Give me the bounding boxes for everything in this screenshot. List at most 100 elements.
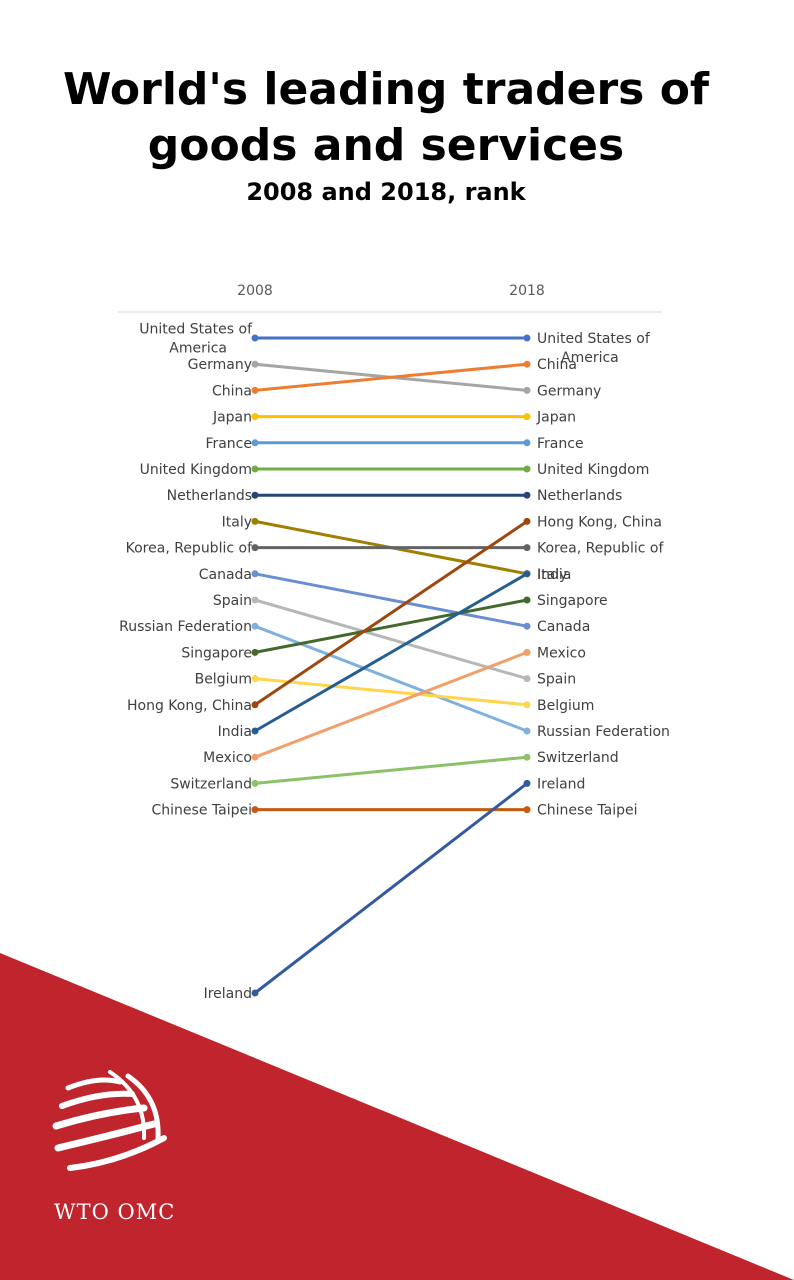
point-2018 xyxy=(523,517,531,525)
point-2008 xyxy=(251,648,259,656)
point-2018 xyxy=(523,413,531,421)
label-2018: Chinese Taipei xyxy=(537,803,637,819)
series-ireland xyxy=(251,779,531,997)
label-2018: United States of America xyxy=(537,331,651,366)
label-2018: India xyxy=(537,567,571,583)
series-line xyxy=(254,677,528,707)
point-2008 xyxy=(251,413,259,421)
point-2008 xyxy=(251,360,259,368)
label-2008: Chinese Taipei xyxy=(152,803,252,819)
point-2018 xyxy=(523,779,531,787)
point-2008 xyxy=(251,439,259,447)
wto-logo-icon xyxy=(52,1070,167,1171)
point-2008 xyxy=(251,779,259,787)
series-belgium xyxy=(251,675,531,709)
label-2008: Korea, Republic of xyxy=(126,541,253,557)
series-france xyxy=(251,439,531,447)
label-2008: Russian Federation xyxy=(119,619,252,635)
point-2008 xyxy=(251,727,259,735)
series-chinese-taipei xyxy=(251,806,531,814)
point-2018 xyxy=(523,701,531,709)
label-2018: Korea, Republic of xyxy=(537,541,664,557)
label-2018: Germany xyxy=(537,383,601,399)
series-switzerland xyxy=(251,753,531,787)
label-2008: France xyxy=(205,436,252,452)
label-2008: United States of America xyxy=(139,322,253,357)
label-2018: Mexico xyxy=(537,645,586,661)
series-spain xyxy=(251,596,531,683)
label-2018: Belgium xyxy=(537,698,594,714)
label-2008: China xyxy=(212,383,252,399)
label-2018: France xyxy=(537,436,584,452)
point-2018 xyxy=(523,622,531,630)
point-2018 xyxy=(523,439,531,447)
point-2018 xyxy=(523,544,531,552)
point-2018 xyxy=(523,360,531,368)
label-2008: Canada xyxy=(199,567,252,583)
point-2008 xyxy=(251,570,259,578)
label-2008: Switzerland xyxy=(170,776,252,792)
point-2008 xyxy=(251,596,259,604)
label-2008: Netherlands xyxy=(167,488,252,504)
chart-subtitle: 2008 and 2018, rank xyxy=(246,178,526,206)
series-line xyxy=(254,520,528,707)
point-2008 xyxy=(251,491,259,499)
label-2018: Canada xyxy=(537,619,590,635)
point-2018 xyxy=(523,334,531,342)
label-2008: Belgium xyxy=(195,672,252,688)
series-mexico xyxy=(251,648,531,761)
label-2008: United Kingdom xyxy=(140,462,252,478)
series-line xyxy=(254,362,528,392)
label-2008: Germany xyxy=(188,357,252,373)
series-india xyxy=(251,570,531,735)
point-2018 xyxy=(523,727,531,735)
label-2018: Singapore xyxy=(537,593,608,609)
label-2008: Ireland xyxy=(204,986,252,1002)
label-2018: Spain xyxy=(537,672,576,688)
point-2008 xyxy=(251,517,259,525)
label-2018: Russian Federation xyxy=(537,724,670,740)
point-2008 xyxy=(251,989,259,997)
series-line xyxy=(254,755,528,785)
point-2008 xyxy=(251,544,259,552)
point-2008 xyxy=(251,675,259,683)
series-netherlands xyxy=(251,491,531,499)
point-2018 xyxy=(523,570,531,578)
point-2008 xyxy=(251,334,259,342)
point-2008 xyxy=(251,701,259,709)
point-2018 xyxy=(523,753,531,761)
label-2008: Spain xyxy=(213,593,252,609)
label-2018: Netherlands xyxy=(537,488,622,504)
label-2008: Hong Kong, China xyxy=(127,698,252,714)
point-2018 xyxy=(523,675,531,683)
point-2018 xyxy=(523,491,531,499)
series-united-states-of-america xyxy=(251,334,531,342)
series-line xyxy=(254,572,528,733)
series-china xyxy=(251,360,531,394)
label-2018: United Kingdom xyxy=(537,462,649,478)
point-2018 xyxy=(523,596,531,604)
label-2018: Japan xyxy=(536,410,576,426)
label-2018: Italy xyxy=(537,567,567,583)
point-2018 xyxy=(523,806,531,814)
label-2018: Switzerland xyxy=(537,750,619,766)
label-2018: Hong Kong, China xyxy=(537,514,662,530)
series-japan xyxy=(251,413,531,421)
label-2008: Singapore xyxy=(181,645,252,661)
point-2018 xyxy=(523,465,531,473)
year-header-2008: 2008 xyxy=(237,283,273,299)
label-2018: Ireland xyxy=(537,776,585,792)
point-2008 xyxy=(251,386,259,394)
series-united-kingdom xyxy=(251,465,531,473)
series-line xyxy=(254,782,528,995)
point-2008 xyxy=(251,465,259,473)
point-2008 xyxy=(251,806,259,814)
label-2008: Mexico xyxy=(203,750,252,766)
chart-title: World's leading traders of goods and ser… xyxy=(62,64,710,171)
point-2008 xyxy=(251,753,259,761)
series-line xyxy=(254,572,528,628)
point-2018 xyxy=(523,648,531,656)
series-singapore xyxy=(251,596,531,656)
organization-name: WTO OMC xyxy=(54,1200,176,1224)
